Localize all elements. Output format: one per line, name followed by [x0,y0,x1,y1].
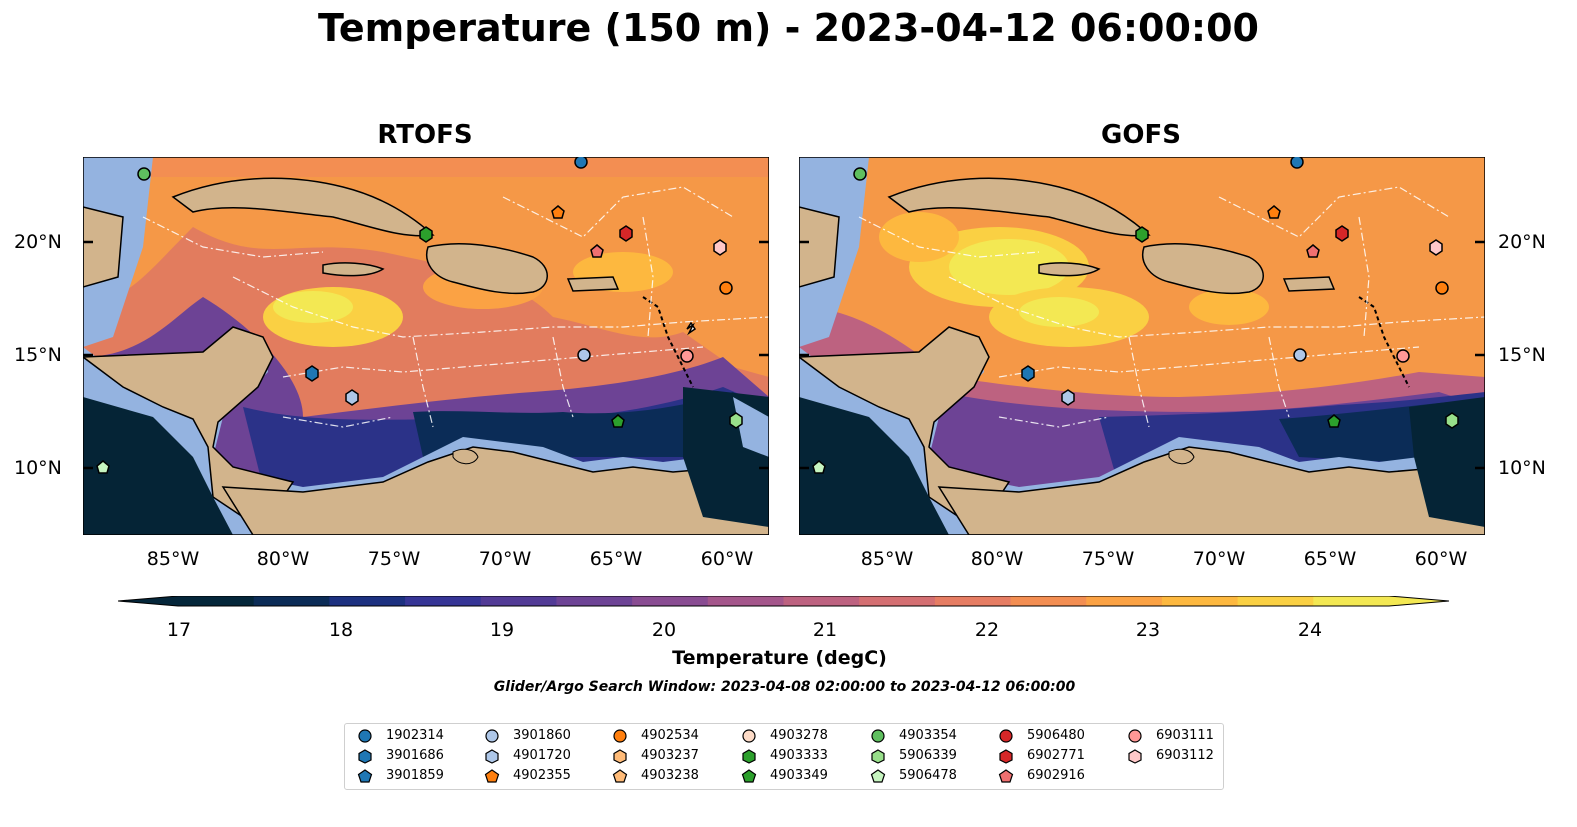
rtofs-panel-title: RTOFS [377,120,473,150]
circle-marker-icon [358,729,372,743]
colorbar-bin [783,596,860,606]
rtofs-map [83,157,769,535]
gofs-lon-label-80w: 80°W [970,548,1024,570]
colorbar-bin [1313,596,1390,606]
legend-item-label: 6902771 [1027,748,1085,763]
rtofs-lon-label-75w: 75°W [367,548,421,570]
pentagon-marker-icon [357,769,373,783]
pentagon-marker-icon [741,769,757,783]
legend-item-label: 5906480 [1027,728,1085,743]
colorbar-bin [178,596,255,606]
gofs-lon-label-75w: 75°W [1081,548,1135,570]
legend-item-label: 4903238 [641,768,699,783]
colorbar-tick-20: 20 [651,619,677,641]
hexagon-marker-icon [742,749,756,764]
float-legend: 1902314 3901686 3901859 3901860 4901720 49023… [344,723,1224,790]
gofs-lat-label-15n: 15°N [1498,344,1546,366]
hexagon-marker-icon [613,749,627,764]
gofs-lat-label-10n: 10°N [1498,457,1546,479]
hexagon-marker-icon [871,749,885,764]
legend-item-label: 4903349 [770,768,828,783]
gofs-panel-title: GOFS [1101,120,1181,150]
colorbar-bin [556,596,633,606]
colorbar-tick-21: 21 [812,619,838,641]
colorbar-bin [480,596,557,606]
hexagon-marker-icon [1128,749,1142,764]
legend-item-label: 3901686 [386,748,444,763]
colorbar-tick-18: 18 [328,619,354,641]
circle-marker-icon [613,729,627,743]
colorbar-bin [859,596,936,606]
colorbar-tick-22: 22 [974,619,1000,641]
circle-marker-icon [871,729,885,743]
legend-item-label: 4901720 [513,748,571,763]
colorbar-tick-24: 24 [1297,619,1323,641]
search-window-text: Glider/Argo Search Window: 2023-04-08 02… [493,679,1076,695]
circle-marker-icon [742,729,756,743]
legend-item-label: 3901860 [513,728,571,743]
legend-item-label: 5906339 [899,748,957,763]
legend-item-label: 4903354 [899,728,957,743]
gofs-lat-label-20n: 20°N [1498,231,1546,253]
colorbar-tick-17: 17 [166,619,192,641]
rtofs-lon-label-70w: 70°W [478,548,532,570]
legend-item-label: 4903237 [641,748,699,763]
circle-marker-icon [999,729,1013,743]
rtofs-lon-label-85w: 85°W [146,548,200,570]
pentagon-marker-icon [484,769,500,783]
hexagon-marker-icon [358,749,372,764]
colorbar-label: Temperature (degC) [672,647,887,669]
colorbar-bin [1086,596,1163,606]
colorbar-bin [405,596,482,606]
pentagon-marker-icon [998,769,1014,783]
colorbar-tick-19: 19 [489,619,515,641]
legend-item-label: 4902534 [641,728,699,743]
colorbar-lower-extension [118,596,178,606]
gofs-map [799,157,1485,535]
colorbar-tick-23: 23 [1135,619,1161,641]
rtofs-lat-label-20n: 20°N [14,231,62,253]
colorbar-upper-extension [1389,596,1449,606]
circle-marker-icon [1128,729,1142,743]
legend-item-label: 6903111 [1156,728,1214,743]
gofs-lon-label-70w: 70°W [1192,548,1246,570]
legend-item-label: 1902314 [386,728,444,743]
gofs-lon-label-60w: 60°W [1414,548,1468,570]
rtofs-lon-label-60w: 60°W [700,548,754,570]
legend-item-label: 3901859 [386,768,444,783]
legend-item-label: 5906478 [899,768,957,783]
rtofs-lat-label-10n: 10°N [14,457,62,479]
legend-item-label: 4902355 [513,768,571,783]
rtofs-lon-label-65w: 65°W [589,548,643,570]
colorbar-bin [1161,596,1239,606]
colorbar-bin [253,596,330,606]
hexagon-marker-icon [999,749,1013,764]
colorbar-bin [1237,596,1314,606]
colorbar [118,596,1450,607]
legend-item-label: 6903112 [1156,748,1214,763]
gofs-lon-label-85w: 85°W [860,548,914,570]
colorbar-bin [707,596,784,606]
colorbar-bin [1010,596,1087,606]
pentagon-marker-icon [870,769,886,783]
figure-title: Temperature (150 m) - 2023-04-12 06:00:0… [317,6,1259,50]
colorbar-bin [934,596,1012,606]
legend-item-label: 6902916 [1027,768,1085,783]
legend-item-label: 4903333 [770,748,828,763]
pentagon-marker-icon [612,769,628,783]
rtofs-lon-label-80w: 80°W [256,548,310,570]
circle-marker-icon [485,729,499,743]
hexagon-marker-icon [485,749,499,764]
gofs-lon-label-65w: 65°W [1303,548,1357,570]
colorbar-bin [632,596,709,606]
legend-item-label: 4903278 [770,728,828,743]
colorbar-bin [329,596,406,606]
rtofs-lat-label-15n: 15°N [14,344,62,366]
